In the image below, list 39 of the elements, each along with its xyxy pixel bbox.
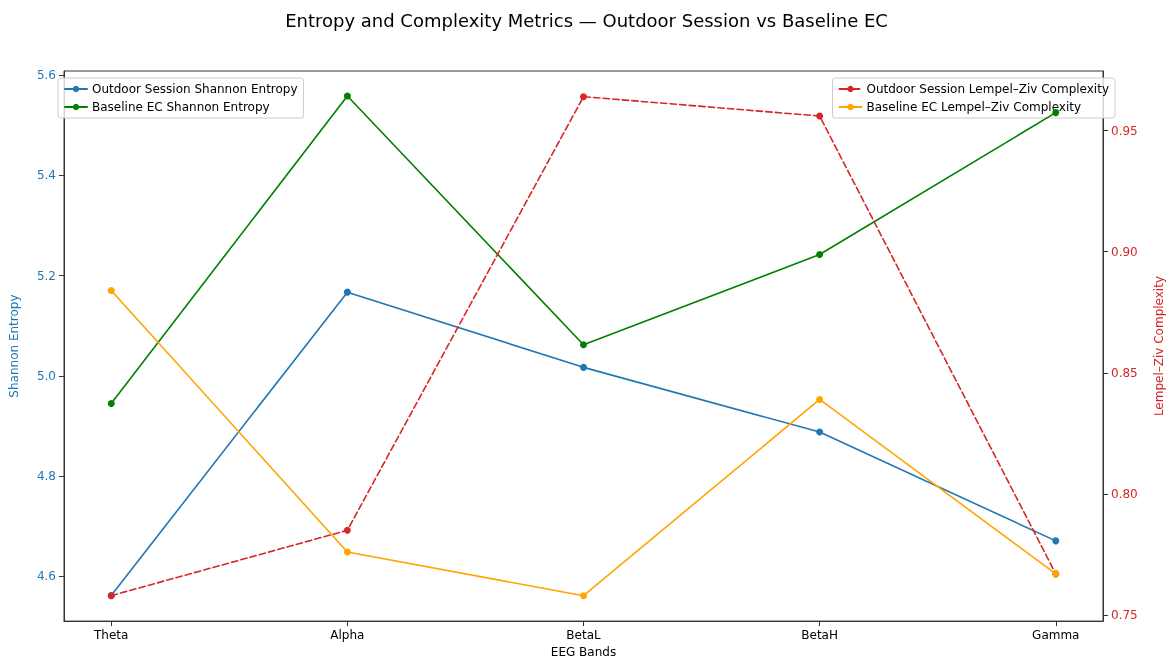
y-tick-label: 5.6	[36, 68, 56, 83]
point	[580, 592, 587, 600]
y-tick-label: 5.2	[36, 268, 56, 283]
x-tick-label: BetaH	[801, 628, 838, 643]
y2-tick-label: 0.95	[1111, 123, 1138, 138]
point	[1052, 537, 1060, 545]
point	[816, 251, 824, 259]
y-tick-label: 4.8	[36, 469, 56, 484]
y2-tick-label: 0.90	[1111, 244, 1138, 259]
legend-label: Baseline EC Shannon Entropy	[92, 100, 270, 114]
point	[580, 363, 587, 371]
point	[580, 93, 587, 101]
y2-tick-label: 0.80	[1111, 486, 1138, 501]
y-axis-title: Shannon Entropy	[7, 294, 21, 398]
y-tick-label: 5.4	[36, 168, 56, 183]
x-tick-label: Theta	[93, 628, 129, 643]
point	[343, 526, 351, 534]
y2-tick-label: 0.85	[1111, 365, 1138, 380]
y2-tick-label: 0.75	[1111, 608, 1138, 623]
legend-label: Baseline EC Lempel–Ziv Complexity	[866, 100, 1082, 114]
point	[816, 428, 824, 436]
x-tick-label: Alpha	[330, 628, 365, 643]
point	[107, 399, 115, 407]
point	[343, 548, 351, 556]
point	[816, 112, 824, 120]
x-axis-title: EEG Bands	[550, 645, 617, 659]
x-tick-label: Gamma	[1032, 628, 1080, 643]
x-tick-label: BetaL	[566, 628, 601, 643]
point	[816, 395, 824, 403]
legend-label: Outdoor Session Shannon Entropy	[92, 82, 298, 96]
chart-title: Entropy and Complexity Metrics — Outdoor Session vs Baseline EC	[285, 9, 888, 31]
point	[580, 341, 587, 349]
point	[107, 286, 115, 294]
y-tick-label: 4.6	[36, 569, 56, 584]
legend-label: Outdoor Session Lempel–Ziv Complexity	[866, 82, 1109, 96]
y2-axis-title: Lempel–Ziv Complexity	[1152, 275, 1166, 417]
y-tick-label: 5.0	[36, 368, 56, 383]
point	[343, 92, 351, 100]
point	[343, 288, 351, 296]
